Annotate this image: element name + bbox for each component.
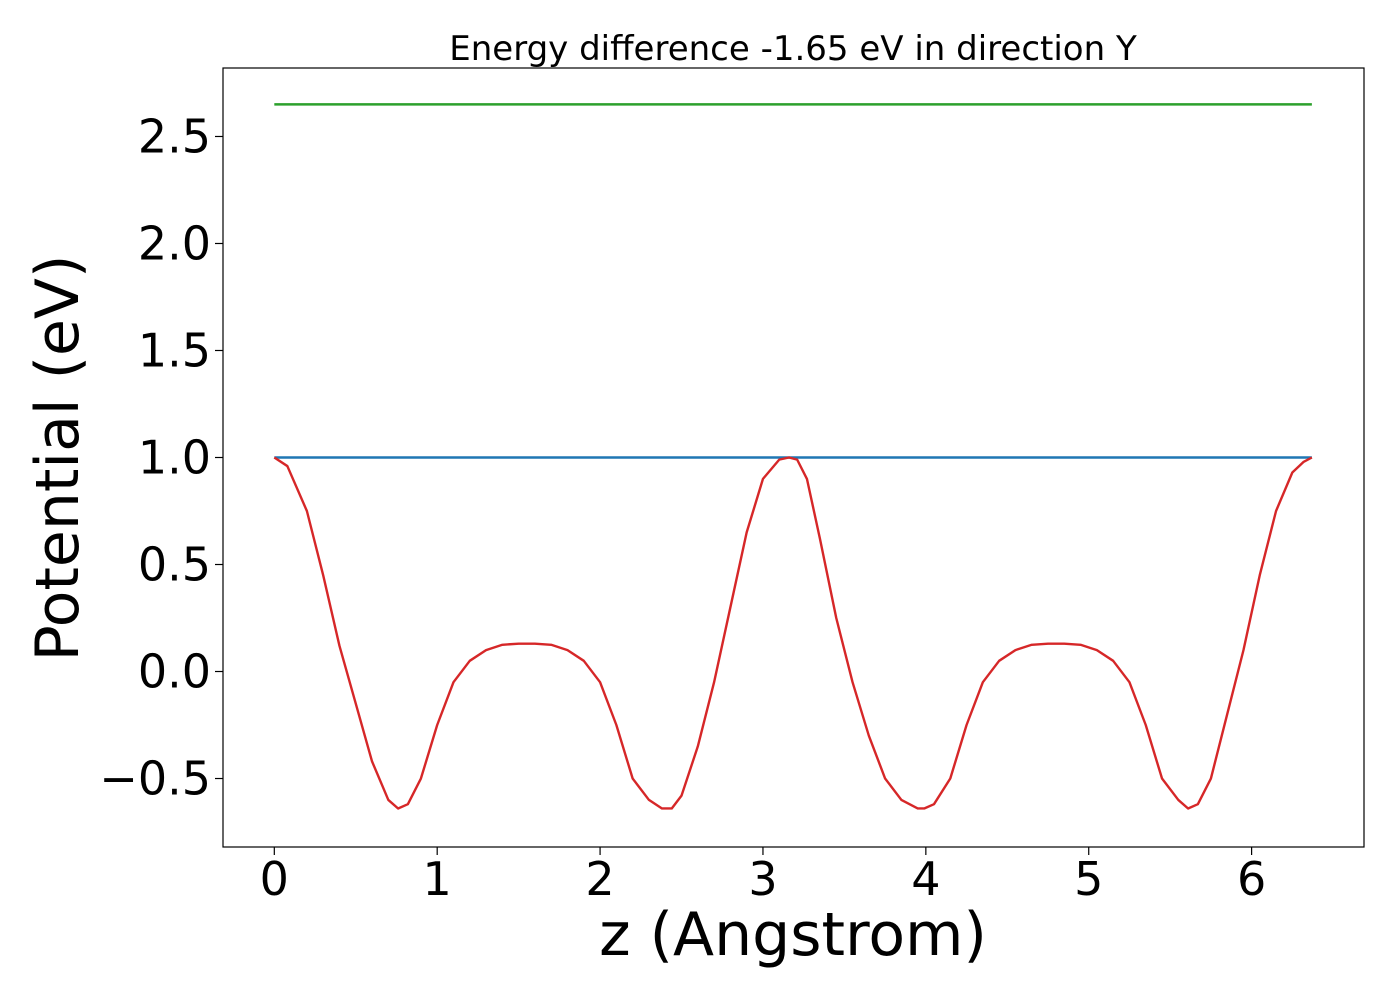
x-axis-ticks: 0 1 2 3 4 5 6 bbox=[260, 847, 1266, 906]
x-tick-label: 1 bbox=[423, 852, 452, 906]
series-layer bbox=[273, 103, 1313, 810]
x-tick-label: 0 bbox=[260, 852, 289, 906]
y-tick-label: 0.0 bbox=[138, 645, 211, 699]
x-tick-label: 4 bbox=[911, 852, 940, 906]
x-tick-label: 3 bbox=[748, 852, 777, 906]
y-tick-label: 1.5 bbox=[138, 323, 211, 377]
y-tick-label: 2.0 bbox=[138, 216, 211, 270]
chart-title: Energy difference -1.65 eV in direction … bbox=[449, 29, 1137, 69]
y-axis-label: Potential (eV) bbox=[23, 255, 93, 662]
y-tick-label: −0.5 bbox=[99, 752, 211, 806]
x-tick-label: 2 bbox=[585, 852, 614, 906]
y-axis-ticks: −0.5 0.0 0.5 1.0 1.5 2.0 2.5 bbox=[99, 109, 223, 806]
series-line-2 bbox=[273, 456, 1313, 810]
x-tick-label: 5 bbox=[1074, 852, 1103, 906]
y-tick-label: 2.5 bbox=[138, 109, 211, 163]
x-tick-label: 6 bbox=[1237, 852, 1266, 906]
y-tick-label: 1.0 bbox=[138, 431, 211, 485]
x-axis-label: z (Angstrom) bbox=[599, 900, 987, 970]
y-tick-label: 0.5 bbox=[138, 538, 211, 592]
